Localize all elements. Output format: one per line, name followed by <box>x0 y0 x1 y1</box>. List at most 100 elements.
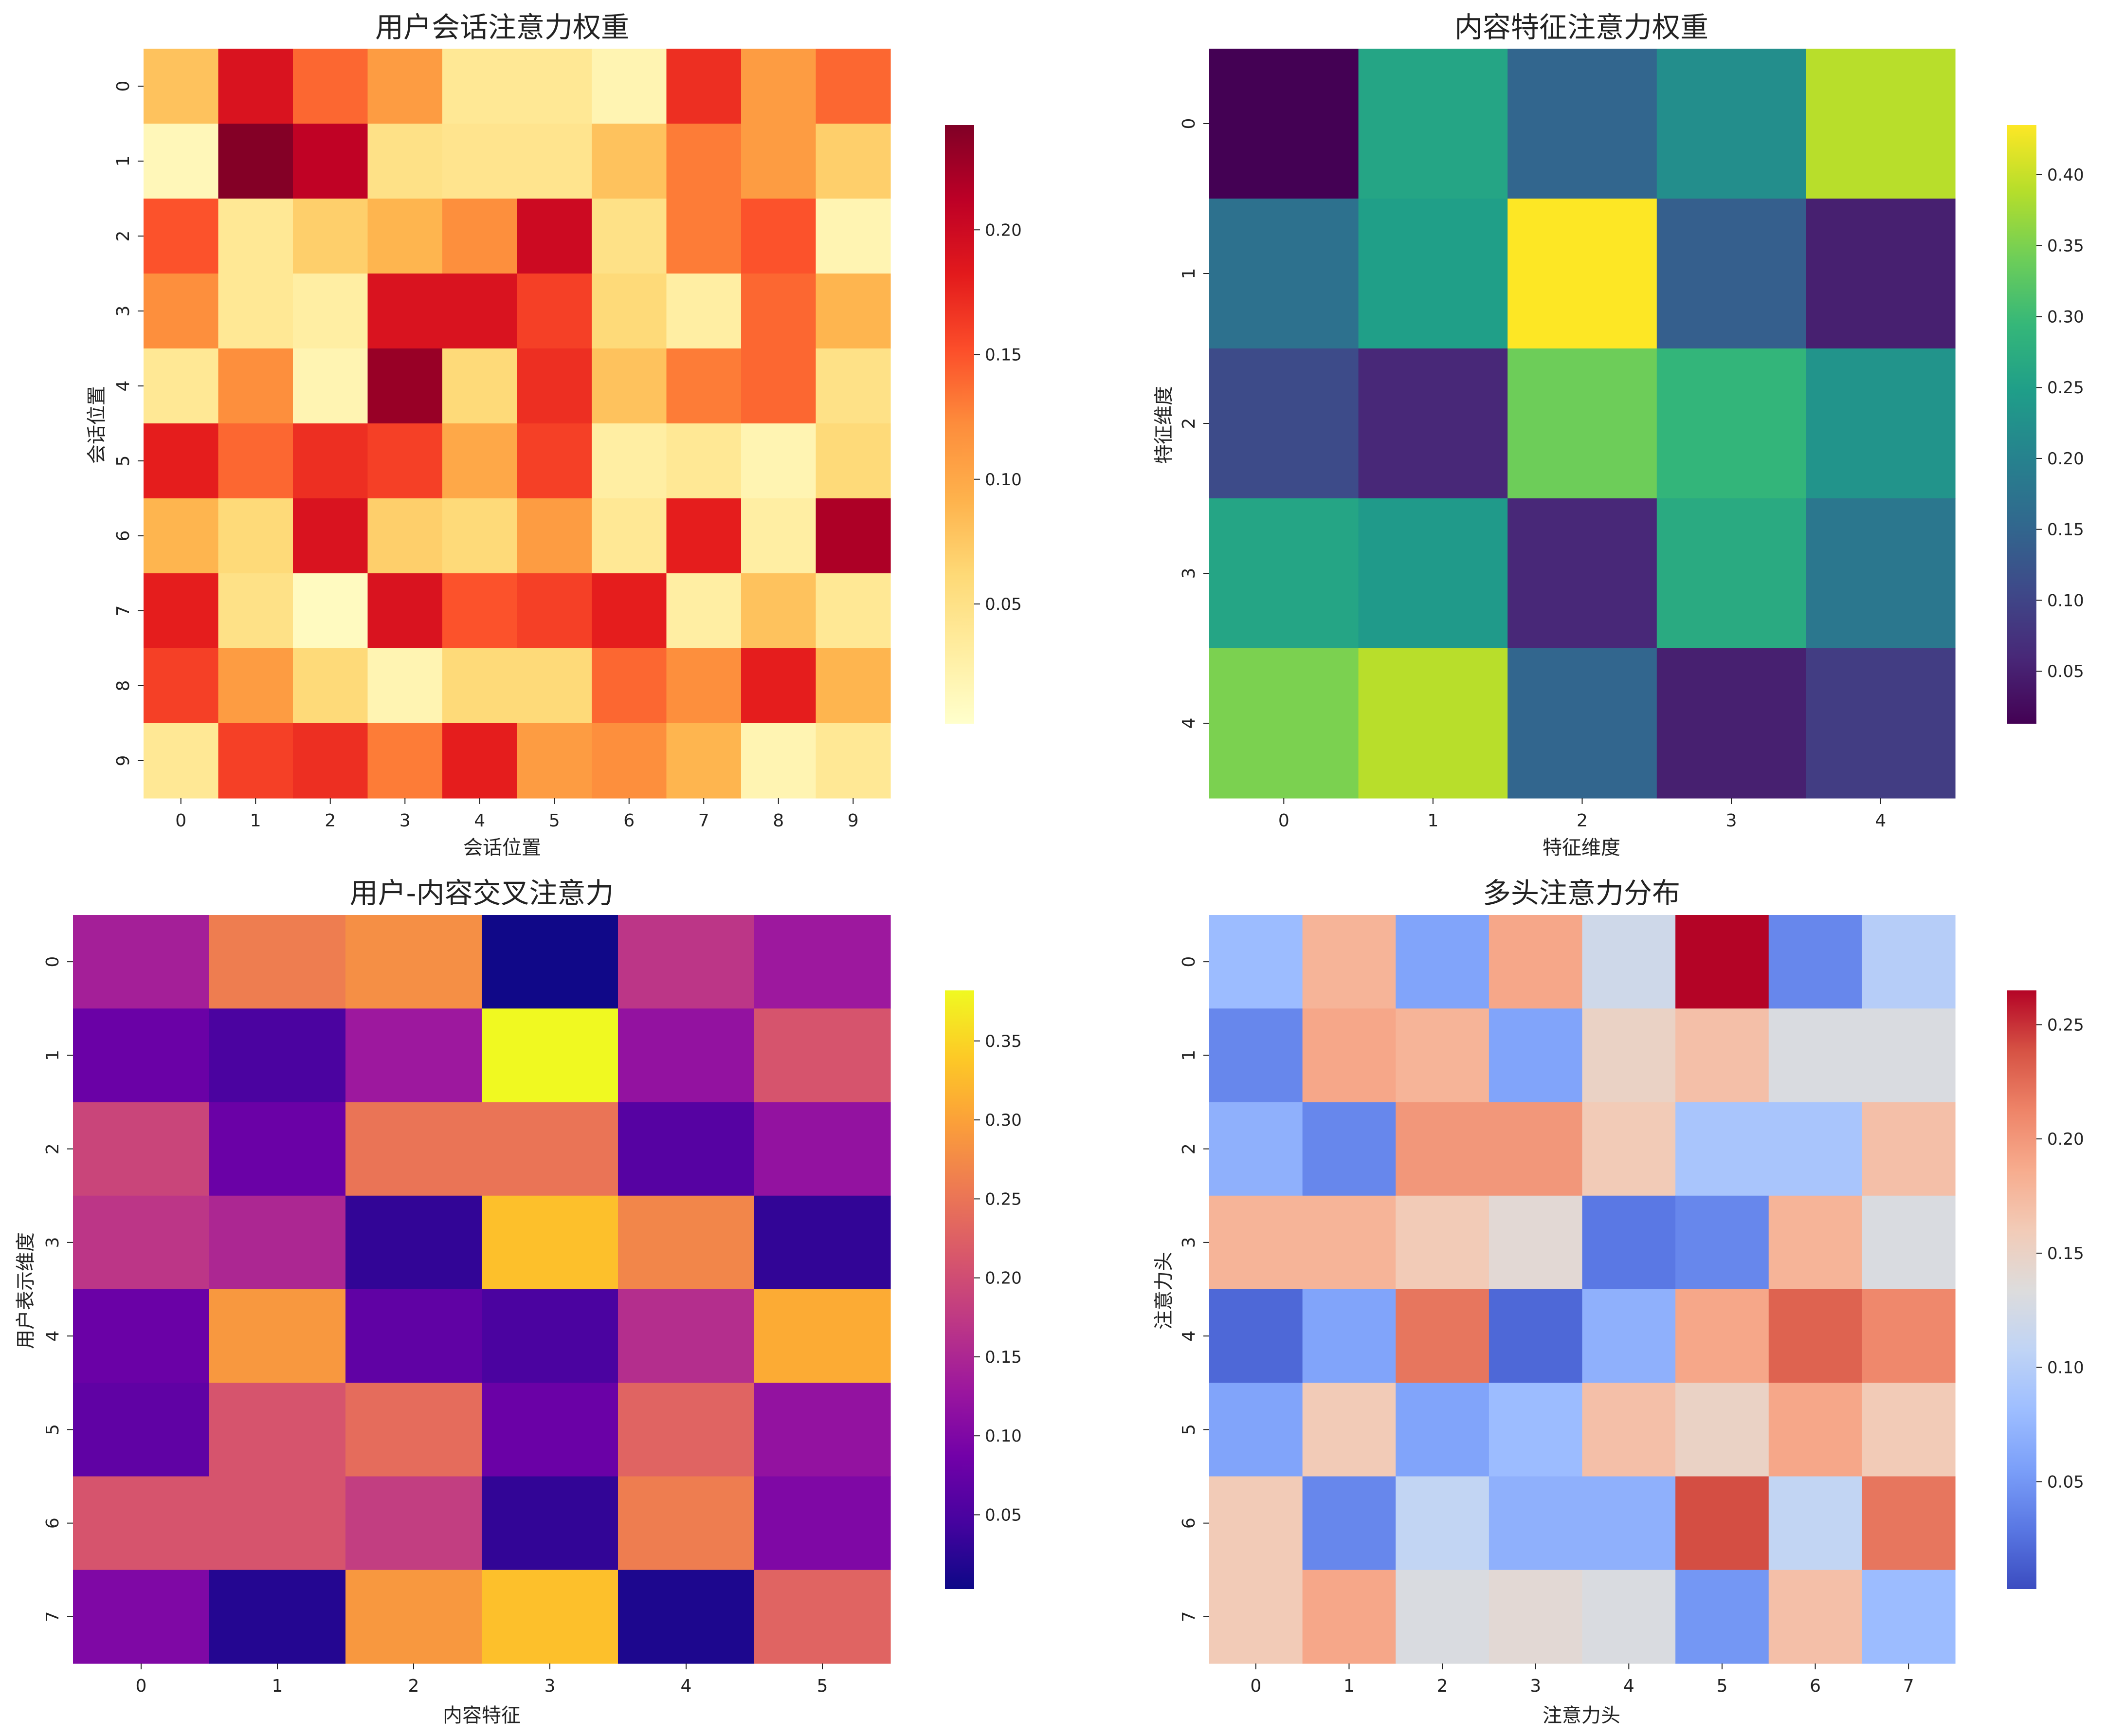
x-axis-label: 注意力头 <box>1543 1704 1620 1727</box>
y-tick-label: 2 <box>1179 418 1199 429</box>
heatmap-cell <box>592 573 667 649</box>
heatmap-cell <box>816 199 891 274</box>
y-tick-label: 6 <box>113 530 133 542</box>
colorbar-tick-label: 0.25 <box>2047 1015 2084 1035</box>
y-tick-label: 7 <box>1179 1611 1199 1622</box>
heatmap-cell <box>442 573 518 649</box>
heatmap-cell <box>1768 1383 1862 1477</box>
heatmap-cell <box>1489 1008 1583 1103</box>
y-tick-label: 4 <box>113 381 133 392</box>
heatmap-cell <box>1489 1289 1583 1383</box>
heatmap-cell <box>345 915 482 1009</box>
chart-title: 多头注意力分布 <box>1483 877 1680 910</box>
heatmap-cell <box>144 498 219 574</box>
heatmap-cell <box>741 423 817 499</box>
heatmap-cell <box>592 648 667 724</box>
y-tick-label: 0 <box>1179 118 1199 129</box>
y-tick-label: 4 <box>43 1331 63 1342</box>
x-tick-label: 7 <box>698 811 709 831</box>
heatmap-cell <box>209 1570 346 1664</box>
heatmap-cell <box>1862 1476 1956 1571</box>
heatmap-cell <box>618 1195 755 1290</box>
heatmap-cell <box>618 1102 755 1196</box>
colorbar-tick-label: 0.05 <box>985 1505 1022 1525</box>
heatmap-cell <box>1656 199 1806 349</box>
heatmap-cell <box>754 1195 891 1290</box>
heatmap-cell <box>1209 498 1359 649</box>
colorbar-ticks: 0.05 0.10 0.15 0.20 <box>974 220 1022 614</box>
colorbar-ticks: 0.05 0.10 0.15 0.20 0.25 0.30 0.35 0.40 <box>2036 165 2084 681</box>
heatmap-cell <box>442 498 518 574</box>
colorbar-tick-label: 0.20 <box>985 220 1022 240</box>
heatmap-cell <box>1396 1195 1489 1290</box>
heatmap-cell <box>218 348 293 424</box>
heatmap-cell <box>218 573 293 649</box>
colorbar-tick-label: 0.10 <box>985 1426 1022 1446</box>
heatmap-cell <box>517 124 592 199</box>
heatmap-cell <box>1302 1570 1396 1664</box>
heatmap-cell <box>592 723 667 799</box>
heatmap-cell <box>1768 1570 1862 1664</box>
y-tick-label: 3 <box>1179 568 1199 579</box>
x-tick-labels: 0 1 2 3 4 5 <box>136 1663 828 1696</box>
heatmap-cell <box>1209 199 1359 349</box>
heatmap-cell <box>1507 199 1657 349</box>
heatmap-cell <box>1396 1102 1489 1196</box>
heatmap-cell <box>1582 1383 1676 1477</box>
colorbar <box>945 990 974 1589</box>
y-tick-label: 0 <box>43 956 63 968</box>
heatmap-cell <box>209 1383 346 1477</box>
heatmap-cell <box>741 274 817 349</box>
heatmap-cell <box>1302 1383 1396 1477</box>
heatmap-cell <box>1396 1476 1489 1571</box>
heatmap-cell <box>367 49 443 124</box>
heatmap-cell <box>618 1383 755 1477</box>
heatmap-cell <box>816 423 891 499</box>
heatmap-cell <box>1582 1102 1676 1196</box>
colorbar-tick-label: 0.15 <box>985 1348 1022 1367</box>
chart-title: 用户-内容交叉注意力 <box>350 877 614 910</box>
heatmap-cell <box>345 1289 482 1383</box>
heatmap-cell <box>1675 1289 1769 1383</box>
heatmap-cell <box>741 723 817 799</box>
heatmap-cell <box>1396 915 1489 1009</box>
heatmap-cell <box>1675 1570 1769 1664</box>
x-tick-label: 0 <box>136 1676 147 1696</box>
heatmap-cell <box>816 498 891 574</box>
y-tick-label: 3 <box>113 306 133 317</box>
heatmap-cell <box>1302 1102 1396 1196</box>
heatmap-cell <box>1582 1476 1676 1571</box>
heatmap-cell <box>816 348 891 424</box>
heatmap-cell <box>293 423 368 499</box>
heatmap-cell <box>144 723 219 799</box>
heatmap-cell <box>816 573 891 649</box>
heatmap-cell <box>618 1476 755 1571</box>
heatmap-cell <box>517 498 592 574</box>
heatmap-cell <box>482 1476 618 1571</box>
heatmap-cell <box>1489 1102 1583 1196</box>
heatmap-cell <box>1302 1008 1396 1103</box>
heatmap-cell <box>209 1289 346 1383</box>
heatmap-cell <box>1358 648 1508 799</box>
heatmap-cell <box>517 723 592 799</box>
colorbar-tick-label: 0.35 <box>2047 237 2084 256</box>
y-tick-label: 1 <box>43 1050 63 1061</box>
heatmap-cell <box>73 1570 210 1664</box>
heatmap-cell <box>144 348 219 424</box>
heatmap-cell <box>1358 348 1508 499</box>
colorbar-ticks: 0.05 0.10 0.15 0.20 0.25 <box>2036 1015 2084 1492</box>
x-tick-label: 3 <box>399 811 411 831</box>
y-axis-label: 特征维度 <box>1153 386 1175 464</box>
heatmap-cell <box>666 199 742 274</box>
heatmap-cell <box>1862 915 1956 1009</box>
heatmap-cell <box>293 648 368 724</box>
heatmap-cell <box>517 348 592 424</box>
heatmap-cell <box>1209 1289 1303 1383</box>
colorbar <box>945 125 974 724</box>
heatmap-cell <box>1489 1195 1583 1290</box>
heatmap-cell <box>1507 348 1657 499</box>
heatmap-cell <box>144 423 219 499</box>
heatmap-cell <box>442 199 518 274</box>
y-tick-label: 4 <box>1179 718 1199 729</box>
